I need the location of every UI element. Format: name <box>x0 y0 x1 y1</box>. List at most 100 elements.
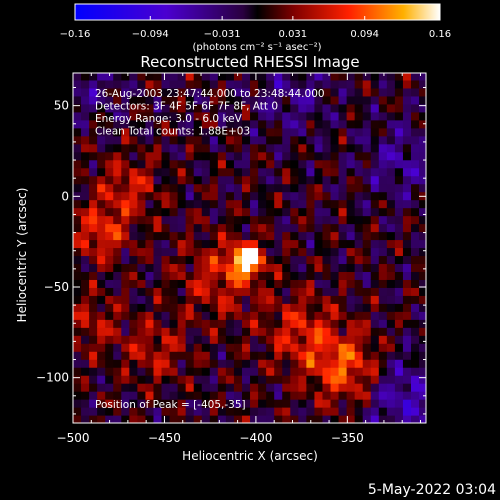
heatmap-cell <box>89 255 98 265</box>
heatmap-cell <box>338 351 348 360</box>
heatmap-cell <box>314 135 324 145</box>
heatmap-cell <box>258 73 267 81</box>
heatmap-cell <box>346 311 356 320</box>
heatmap-cell <box>129 271 138 280</box>
heatmap-cell <box>419 103 426 113</box>
heatmap-cell <box>201 415 211 423</box>
heatmap-cell <box>402 87 412 97</box>
heatmap-cell <box>225 343 235 352</box>
heatmap-cell <box>258 223 267 233</box>
heatmap-cell <box>306 111 316 121</box>
heatmap-cell <box>177 319 187 328</box>
heatmap-cell <box>419 119 426 129</box>
heatmap-cell <box>145 135 155 145</box>
heatmap-cell <box>290 279 299 288</box>
heatmap-cell <box>266 343 275 352</box>
heatmap-cell <box>97 247 106 257</box>
heatmap-cell <box>137 183 147 193</box>
heatmap-cell <box>306 399 316 408</box>
heatmap-cell <box>419 239 426 249</box>
heatmap-cell <box>81 319 90 328</box>
heatmap-cell <box>338 247 348 257</box>
heatmap-cell <box>193 319 203 328</box>
heatmap-cell <box>411 271 420 280</box>
heatmap-cell <box>274 167 283 177</box>
heatmap-cell <box>121 143 130 153</box>
heatmap-cell <box>386 415 396 423</box>
heatmap-cell <box>258 231 267 241</box>
heatmap-cell <box>137 73 147 81</box>
colorbar-tick-label: −0.031 <box>204 29 241 40</box>
heatmap-cell <box>258 183 267 193</box>
heatmap-cell <box>145 127 155 137</box>
heatmap-cell <box>362 255 372 265</box>
heatmap-cell <box>217 231 227 241</box>
heatmap-cell <box>242 271 251 280</box>
heatmap-cell <box>362 279 372 288</box>
heatmap-cell <box>113 73 122 81</box>
heatmap-cell <box>266 247 275 257</box>
heatmap-cell <box>354 375 364 384</box>
heatmap-cell <box>177 143 187 153</box>
heatmap-cell <box>290 359 299 368</box>
heatmap-cell <box>89 73 98 81</box>
heatmap-cell <box>411 159 420 169</box>
heatmap-cell <box>201 215 211 225</box>
heatmap-cell <box>362 167 372 177</box>
heatmap-cell <box>242 263 251 272</box>
heatmap-cell <box>89 151 98 161</box>
heatmap-cell <box>314 119 324 129</box>
heatmap-cell <box>185 79 195 89</box>
heatmap-cell <box>81 191 90 201</box>
heatmap-cell <box>137 335 147 344</box>
heatmap-cell <box>378 207 388 217</box>
heatmap-cell <box>145 223 155 233</box>
heatmap-cell <box>113 295 122 304</box>
heatmap-cell <box>97 223 106 233</box>
heatmap-cell <box>129 295 138 304</box>
heatmap-cell <box>258 135 267 145</box>
heatmap-cell <box>306 167 316 177</box>
heatmap-cell <box>419 271 426 280</box>
heatmap-cell <box>177 287 187 296</box>
heatmap-cell <box>185 359 195 368</box>
heatmap-cell <box>201 335 211 344</box>
heatmap-cell <box>233 223 243 233</box>
heatmap-cell <box>242 175 251 185</box>
heatmap-cell <box>225 119 235 129</box>
heatmap-cell <box>346 111 356 121</box>
heatmap-cell <box>250 383 259 392</box>
heatmap-cell <box>402 207 412 217</box>
heatmap-cell <box>346 159 356 169</box>
heatmap-cell <box>314 103 324 113</box>
heatmap-cell <box>209 279 219 288</box>
heatmap-cell <box>233 239 243 249</box>
heatmap-cell <box>306 255 316 265</box>
heatmap-cell <box>394 303 404 312</box>
heatmap-cell <box>402 79 412 89</box>
heatmap-cell <box>153 199 163 209</box>
heatmap-cell <box>201 103 211 113</box>
heatmap-cell <box>250 73 259 81</box>
heatmap-cell <box>338 367 348 376</box>
heatmap-cell <box>105 215 114 225</box>
heatmap-cell <box>217 215 227 225</box>
heatmap-cell <box>129 287 138 296</box>
heatmap-cell <box>121 159 130 169</box>
heatmap-cell <box>225 279 235 288</box>
heatmap-cell <box>217 167 227 177</box>
heatmap-cell <box>266 151 275 161</box>
heatmap-cell <box>113 151 122 161</box>
heatmap-cell <box>209 95 219 105</box>
heatmap-cell <box>411 391 420 400</box>
heatmap-cell <box>169 351 179 360</box>
heatmap-cell <box>137 143 147 153</box>
heatmap-cell <box>145 343 155 352</box>
heatmap-cell <box>242 407 251 416</box>
heatmap-cell <box>225 151 235 161</box>
heatmap-cell <box>97 351 106 360</box>
heatmap-cell <box>411 79 420 89</box>
heatmap-cell <box>73 311 82 320</box>
heatmap-cell <box>153 135 163 145</box>
heatmap-cell <box>274 79 283 89</box>
